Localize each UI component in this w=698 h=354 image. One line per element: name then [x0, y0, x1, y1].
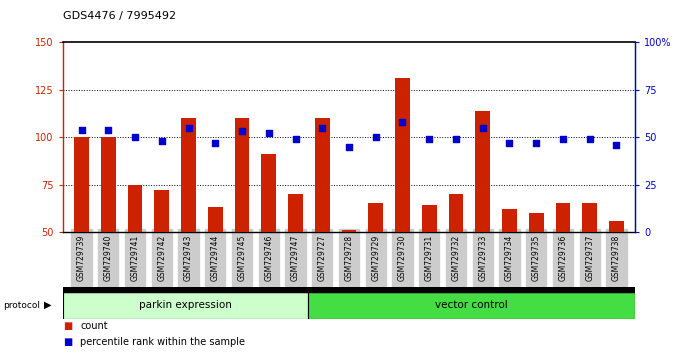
Bar	[262, 154, 276, 232]
Bar	[128, 184, 142, 232]
Bar	[422, 205, 436, 232]
Point	[370, 135, 381, 140]
Point	[76, 127, 87, 132]
Text: GDS4476 / 7995492: GDS4476 / 7995492	[63, 11, 176, 21]
Point	[237, 129, 248, 134]
Bar	[208, 207, 223, 232]
Point	[156, 138, 168, 144]
Bar	[63, 292, 308, 319]
Point	[424, 136, 435, 142]
Text: percentile rank within the sample: percentile rank within the sample	[80, 337, 245, 347]
Text: vector control: vector control	[436, 300, 508, 310]
Point	[343, 144, 355, 149]
Text: ▶: ▶	[44, 300, 52, 310]
Bar	[63, 287, 635, 292]
Point	[450, 136, 461, 142]
Point	[584, 136, 595, 142]
Point	[263, 131, 274, 136]
Bar	[74, 137, 89, 232]
Point	[209, 140, 221, 146]
Point	[183, 125, 194, 131]
Bar	[308, 292, 635, 319]
Bar	[288, 194, 303, 232]
Point	[611, 142, 622, 148]
Point	[129, 135, 140, 140]
Point	[477, 125, 489, 131]
Text: parkin expression: parkin expression	[139, 300, 232, 310]
Bar	[609, 221, 624, 232]
Point	[504, 140, 515, 146]
Bar	[502, 209, 517, 232]
Bar	[101, 137, 116, 232]
Bar	[449, 194, 463, 232]
Point	[290, 136, 301, 142]
Bar	[154, 190, 169, 232]
Bar	[529, 213, 544, 232]
Point	[558, 136, 569, 142]
Bar	[341, 230, 357, 232]
Point	[397, 119, 408, 125]
Bar	[369, 204, 383, 232]
Bar	[235, 118, 249, 232]
Bar	[582, 204, 597, 232]
Bar	[315, 118, 329, 232]
Point	[103, 127, 114, 132]
Bar	[556, 204, 570, 232]
Text: count: count	[80, 321, 108, 331]
Bar	[181, 118, 196, 232]
Text: ■: ■	[63, 321, 72, 331]
Text: ■: ■	[63, 337, 72, 347]
Bar	[475, 111, 490, 232]
Text: protocol: protocol	[3, 301, 40, 310]
Point	[317, 125, 328, 131]
Bar	[395, 79, 410, 232]
Point	[530, 140, 542, 146]
